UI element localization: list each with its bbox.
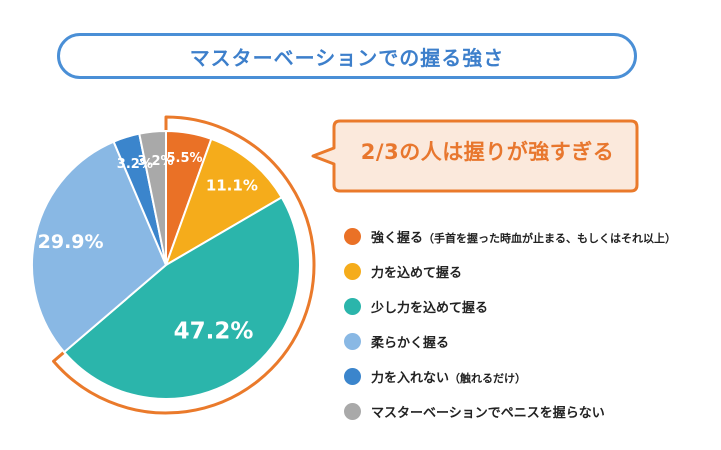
- legend-item: 力を入れない（触れるだけ）: [344, 367, 676, 386]
- legend-note: （触れるだけ）: [449, 371, 527, 385]
- legend-swatch: [344, 332, 361, 350]
- legend-item: 強く握る（手首を握った時血が止まる、もしくはそれ以上）: [344, 227, 677, 246]
- legend-swatch: [344, 297, 361, 315]
- legend-label: 少し力を込めて握る: [371, 300, 489, 316]
- pie-slice: [62, 196, 301, 400]
- legend-item: 力を込めて握る: [344, 262, 676, 281]
- slice-value-label: 5.5%: [167, 151, 203, 166]
- slice-value-label: 11.1%: [206, 176, 258, 194]
- slice-value-label: 29.9%: [38, 231, 104, 253]
- chart-title: マスターベーションでの握る強さ: [189, 45, 505, 70]
- legend-swatch: [344, 227, 361, 245]
- legend-label: 柔らかく握る: [371, 335, 450, 351]
- legend-note: （手首を握った時血が止まる、もしくはそれ以上）: [423, 231, 677, 245]
- callout-box: [311, 119, 639, 193]
- pie-slices: [31, 129, 301, 400]
- legend-label: 強く握る（手首を握った時血が止まる、もしくはそれ以上）: [371, 230, 677, 246]
- legend-item: 柔らかく握る: [344, 332, 676, 351]
- slice-value-label: 3.2%: [117, 157, 153, 172]
- legend-label: 力を入れない（触れるだけ）: [371, 370, 527, 386]
- chart-title-box: マスターベーションでの握る強さ: [57, 33, 637, 79]
- pie-slice: [164, 137, 284, 268]
- legend-item: 少し力を込めて握る: [344, 297, 676, 316]
- legend-swatch: [344, 367, 361, 385]
- legend-label: マスターベーションでペニスを握らない: [371, 405, 605, 421]
- highlight-arc: [52, 115, 316, 415]
- legend-swatch: [344, 402, 361, 420]
- legend: 強く握る（手首を握った時血が止まる、もしくはそれ以上） 力を込めて握る少し力を込め…: [344, 227, 676, 437]
- slice-labels: 5.5%11.1% 47.2% 29.9% 3.2%3.2%: [38, 151, 258, 344]
- pie-slice: [31, 140, 168, 354]
- legend-swatch: [344, 262, 361, 280]
- pie-slice: [138, 129, 167, 266]
- legend-item: マスターベーションでペニスを握らない: [344, 402, 676, 421]
- slice-value-label: 3.2%: [138, 154, 174, 169]
- slice-value-label: 47.2%: [174, 318, 254, 344]
- callout-text: 2/3の人は握りが強すぎる: [360, 140, 615, 164]
- legend-label: 力を込めて握る: [371, 265, 463, 281]
